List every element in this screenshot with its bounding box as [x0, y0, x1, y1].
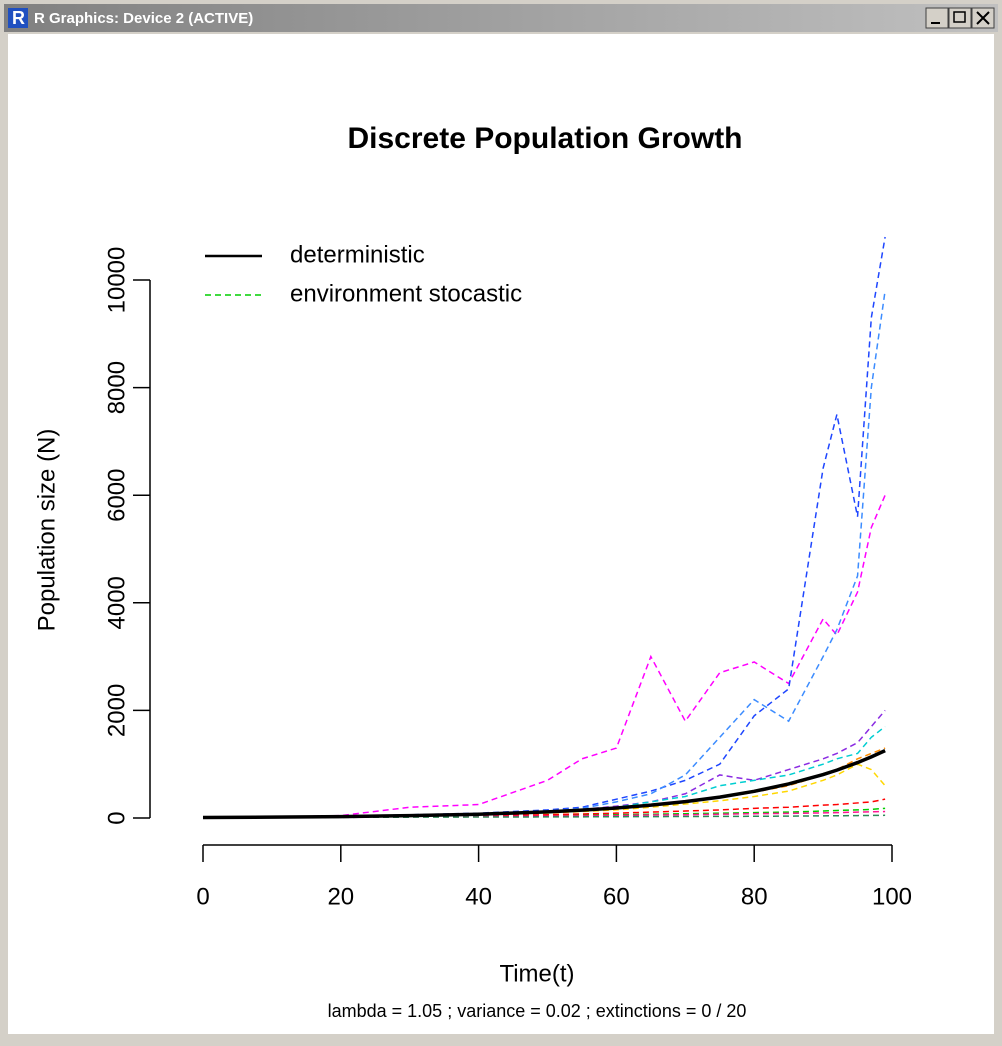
- chart-title: Discrete Population Growth: [347, 122, 742, 155]
- x-tick-label: 20: [327, 883, 354, 910]
- window-buttons[interactable]: [925, 7, 995, 29]
- app-icon-letter: R: [12, 8, 25, 28]
- x-tick-label: 0: [196, 883, 209, 910]
- deterministic-line: [202, 749, 886, 820]
- stochastic-line: [202, 494, 886, 819]
- y-tick-label: 4000: [103, 576, 130, 629]
- title-bar: [4, 4, 998, 32]
- y-tick-label: 0: [103, 811, 130, 824]
- legend-label: environment stocastic: [290, 280, 522, 307]
- app-icon: [8, 8, 28, 28]
- window-title: R Graphics: Device 2 (ACTIVE): [34, 10, 253, 27]
- x-tick-label: 60: [603, 883, 630, 910]
- x-axis-label: Time(t): [499, 960, 574, 987]
- plot-canvas: [8, 34, 994, 1034]
- y-tick-label: 6000: [103, 469, 130, 522]
- minimize-button[interactable]: [925, 7, 949, 29]
- maximize-icon: [953, 11, 966, 23]
- close-icon: [976, 11, 990, 25]
- x-tick-label: 80: [741, 883, 768, 910]
- y-axis-label: Population size (N): [33, 429, 60, 632]
- legend-label: deterministic: [290, 241, 425, 268]
- y-tick-label: 2000: [103, 684, 130, 737]
- x-tick-label: 100: [872, 883, 912, 910]
- y-tick-label: 10000: [103, 247, 130, 314]
- x-tick-label: 40: [465, 883, 492, 910]
- chart-subtitle: lambda = 1.05 ; variance = 0.02 ; extinc…: [328, 1001, 747, 1021]
- y-tick-label: 8000: [103, 361, 130, 414]
- maximize-button[interactable]: [948, 7, 972, 29]
- chart: Discrete Population Growth Time(t) Popul…: [33, 122, 912, 1021]
